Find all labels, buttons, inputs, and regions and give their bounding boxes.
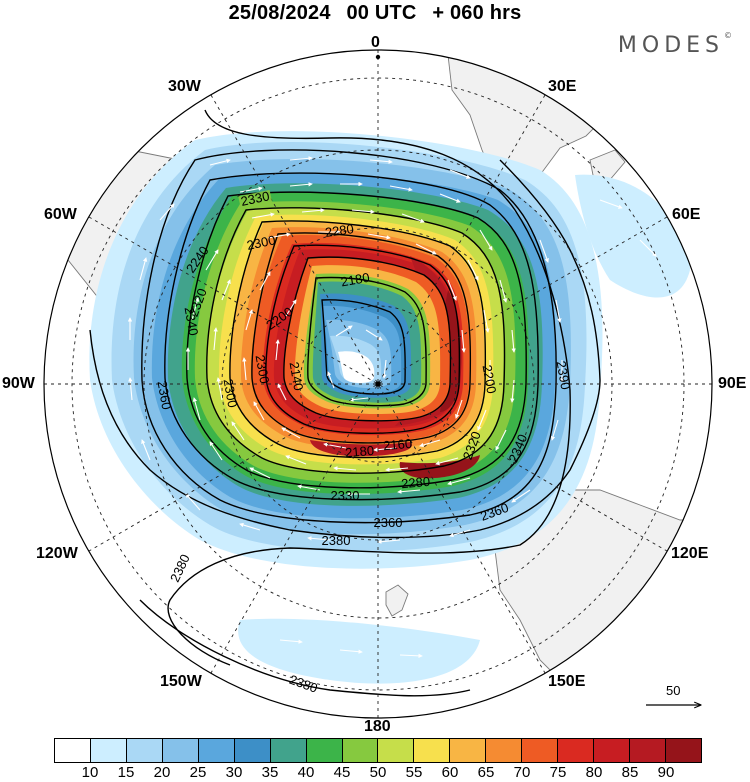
colorbar-tick-label: 40	[297, 764, 315, 781]
contour-label: 2390	[554, 360, 574, 391]
colorbar-tick-label: 65	[477, 764, 495, 781]
polar-map: 2330 2300 2280 2240 2180 2200 2340 2320 …	[43, 49, 713, 719]
contour-label: 2330	[331, 488, 360, 503]
brand-logo: MODES©	[617, 31, 732, 58]
colorbar-swatch	[522, 739, 559, 762]
contour-label: 2140	[287, 361, 307, 392]
top-pole-marker	[375, 54, 381, 60]
contour-label: 2300	[221, 378, 241, 409]
lon-label-90w: 90W	[2, 375, 35, 392]
contour-label: 2330	[239, 188, 270, 209]
contour-label: 2200	[480, 364, 500, 395]
wind-reference-label: 50	[666, 683, 681, 698]
contour-label: 2180	[340, 270, 371, 290]
colorbar-swatch	[414, 739, 451, 762]
colorbar-swatch	[450, 739, 487, 762]
lon-label-120e: 120E	[671, 545, 709, 562]
lon-label-120w: 120W	[36, 545, 78, 562]
lon-label-60w: 60W	[44, 206, 77, 223]
contour-label: 2360	[374, 515, 403, 530]
colorbar-swatch	[594, 739, 630, 762]
colorbar-tick-label: 60	[441, 764, 459, 781]
lon-label-90e: 90E	[718, 375, 747, 392]
brand-name: MODES	[617, 33, 724, 58]
lon-label-150w: 150W	[160, 673, 202, 690]
forecast-lead: + 060 hrs	[432, 2, 522, 24]
wind-reference-arrow	[646, 683, 703, 713]
colorbar-tick-label: 45	[333, 764, 351, 781]
colorbar-tick-label: 15	[117, 764, 135, 781]
forecast-date: 25/08/2024	[228, 2, 331, 24]
map-boundary	[43, 49, 713, 719]
colorbar-tick-label: 90	[657, 764, 675, 781]
colorbar-tick-label: 30	[225, 764, 243, 781]
wind-vectors	[127, 156, 657, 659]
contour-label: 2160	[383, 436, 413, 453]
geopotential-contours	[89, 109, 601, 697]
brand-mark: ©	[724, 31, 732, 40]
contour-label: 2180	[345, 443, 375, 460]
lon-label-30e: 30E	[548, 78, 577, 95]
colorbar-swatch	[55, 739, 91, 762]
colorbar-swatch	[198, 739, 235, 762]
graticule	[44, 50, 712, 718]
colorbar-tick-label: 25	[189, 764, 207, 781]
contour-label: 2380	[322, 533, 351, 548]
colorbar-swatch	[378, 739, 415, 762]
contour-label: 2300	[245, 232, 276, 253]
contour-label: 2340	[182, 306, 202, 337]
new-zealand-land	[385, 584, 409, 617]
map-title: 25/08/2024 00 UTC + 060 hrs	[0, 2, 750, 25]
colorbar-tick-label: 55	[405, 764, 423, 781]
south-pole-marker	[375, 381, 381, 387]
colorbar-swatch	[630, 739, 666, 762]
contour-label: 2300	[253, 354, 273, 385]
contour-label: 2280	[324, 221, 355, 240]
colorbar-swatch	[162, 739, 199, 762]
contour-label: 2280	[401, 474, 431, 491]
colorbar-tick-label: 20	[153, 764, 171, 781]
colorbar-swatch	[234, 739, 271, 762]
lon-label-60e: 60E	[672, 206, 701, 223]
colorbar-swatch	[486, 739, 523, 762]
colorbar	[54, 738, 702, 763]
colorbar-tick-label: 10	[81, 764, 99, 781]
lon-label-0: 0	[371, 34, 380, 51]
colorbar-tick-label: 75	[549, 764, 567, 781]
colorbar-tick-label: 70	[513, 764, 531, 781]
colorbar-swatch	[558, 739, 595, 762]
forecast-time: 00 UTC	[346, 2, 417, 24]
contour-label-layer: 2330 2300 2280 2240 2180 2200 2340 2320 …	[155, 188, 574, 696]
colorbar-tick-label: 35	[261, 764, 279, 781]
colorbar-tick-label: 50	[369, 764, 387, 781]
colorbar-swatch	[90, 739, 127, 762]
contour-label: 2360	[155, 380, 175, 411]
colorbar-tick-label: 85	[621, 764, 639, 781]
colorbar-labels: 10 15 20 25 30 35 40 45 50 55 60 65 70 75 80 85 90	[54, 764, 702, 782]
colorbar-swatch	[306, 739, 343, 762]
colorbar-swatch	[342, 739, 379, 762]
colorbar-tick-label: 80	[585, 764, 603, 781]
colorbar-swatch	[126, 739, 163, 762]
lon-label-150e: 150E	[548, 673, 586, 690]
lon-label-30w: 30W	[168, 78, 201, 95]
colorbar-swatch	[270, 739, 307, 762]
colorbar-swatch	[665, 739, 701, 762]
lon-label-180: 180	[364, 718, 391, 735]
